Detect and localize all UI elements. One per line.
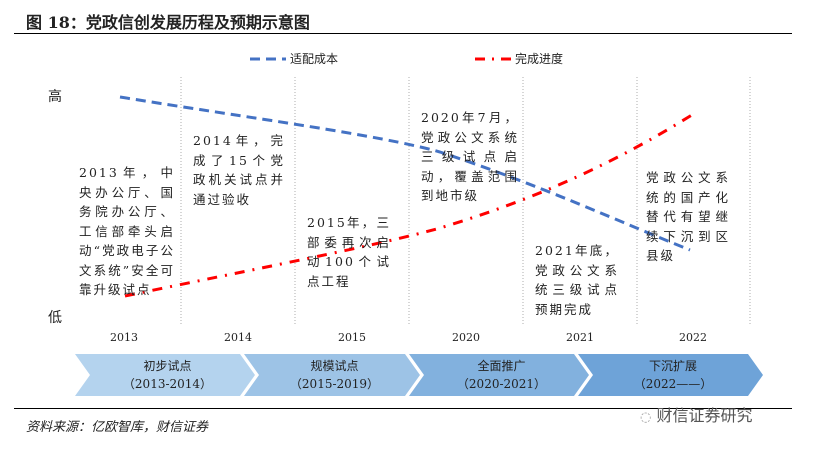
note-2013: 2013年，中央办公厅、国务院办公厅、工信部牵头启动“党政电子公文系统”安全可靠…: [79, 165, 175, 297]
x-tick-label: 2021: [566, 331, 594, 344]
stage-1: 初步试点 （2013-2014）: [90, 354, 245, 396]
series-line-cost: [119, 95, 691, 252]
series-line-progress: [124, 111, 696, 298]
dashdot-line-icon: [475, 57, 511, 60]
note-2014: 2014年，完成了15个党政机关试点并通过验收: [193, 133, 285, 207]
stage-name: 规模试点: [310, 359, 359, 373]
note-2015: 2015年，三部委再次启动100个试点工程: [307, 215, 391, 289]
stage-period: （2020-2021）: [456, 377, 547, 391]
watermark-text: 财信证券研究: [656, 406, 753, 425]
stage-arrow-3: [409, 354, 589, 396]
legend-label: 完成进度: [515, 52, 564, 66]
x-tick-label: 2014: [224, 331, 252, 344]
stage-name: 全面推广: [477, 359, 526, 373]
note-2020: 2020年7月，党政公文系统三级试点启动，覆盖范围到地市级: [421, 110, 519, 203]
figure-title: 图 18：党政信创发展历程及预期示意图: [26, 13, 310, 32]
stage-3: 全面推广 （2020-2021）: [424, 354, 579, 396]
top-rule: [14, 33, 792, 34]
legend-progress: 完成进度: [475, 50, 563, 67]
y-axis-high-label: 高: [48, 89, 62, 105]
stage-name: 初步试点: [143, 359, 192, 373]
x-tick-label: 2013: [110, 331, 138, 344]
source-note: 资料来源：亿欧智库，财信证券: [26, 420, 209, 435]
stage-arrow-2: [244, 354, 420, 396]
x-tick-label: 2015: [338, 331, 366, 344]
note-2021: 2021年底，党政公文系统三级试点预期完成: [535, 243, 619, 317]
stage-4: 下沉扩展 （2022——）: [593, 354, 753, 396]
dashed-line-icon: [250, 57, 286, 60]
wechat-icon: ◌: [640, 410, 652, 425]
stage-name: 下沉扩展: [648, 359, 697, 373]
note-2022: 党政公文系统的国产化替代有望继续下沉到区县级: [646, 170, 730, 263]
watermark: ◌ 财信证券研究: [640, 402, 752, 426]
x-tick-label: 2022: [679, 331, 707, 344]
stage-arrow-1: [75, 354, 255, 396]
stage-arrow-4: [578, 354, 763, 396]
legend-label: 适配成本: [290, 52, 339, 66]
bottom-rule: [14, 408, 792, 409]
x-tick-label: 2020: [452, 331, 480, 344]
stage-period: （2022——）: [633, 377, 713, 391]
legend-cost: 适配成本: [250, 50, 338, 67]
y-axis-low-label: 低: [48, 310, 62, 326]
stage-period: （2013-2014）: [122, 377, 213, 391]
stage-period: （2015-2019）: [289, 377, 380, 391]
stage-2: 规模试点 （2015-2019）: [259, 354, 410, 396]
